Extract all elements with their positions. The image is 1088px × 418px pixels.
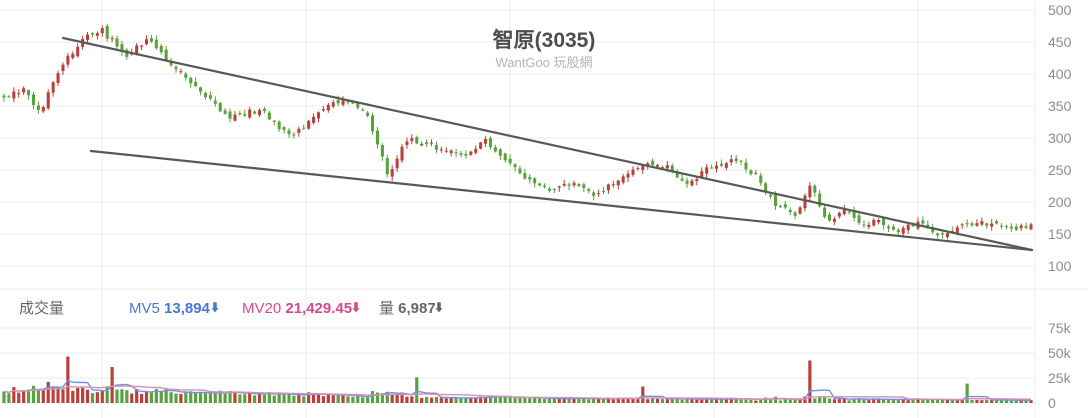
svg-text:50k: 50k bbox=[1048, 345, 1072, 361]
svg-text:量 6,987: 量 6,987 bbox=[379, 300, 436, 317]
svg-text:MV20 21,429.45: MV20 21,429.45 bbox=[242, 300, 352, 317]
svg-text:250: 250 bbox=[1048, 162, 1072, 178]
svg-text:成交量: 成交量 bbox=[19, 299, 64, 317]
svg-text:150: 150 bbox=[1048, 226, 1072, 242]
svg-text:WantGoo 玩股網: WantGoo 玩股網 bbox=[495, 55, 592, 70]
svg-text:0: 0 bbox=[1048, 395, 1056, 411]
svg-text:MV5 13,894: MV5 13,894 bbox=[129, 300, 211, 317]
svg-text:350: 350 bbox=[1048, 98, 1072, 114]
svg-text:75k: 75k bbox=[1048, 320, 1072, 336]
svg-text:400: 400 bbox=[1048, 66, 1072, 82]
svg-text:智原(3035): 智原(3035) bbox=[493, 28, 596, 52]
svg-text:300: 300 bbox=[1048, 130, 1072, 146]
svg-text:25k: 25k bbox=[1048, 370, 1072, 386]
svg-text:200: 200 bbox=[1048, 194, 1072, 210]
svg-text:100: 100 bbox=[1048, 258, 1072, 274]
svg-text:500: 500 bbox=[1048, 2, 1072, 18]
svg-text:450: 450 bbox=[1048, 34, 1072, 50]
